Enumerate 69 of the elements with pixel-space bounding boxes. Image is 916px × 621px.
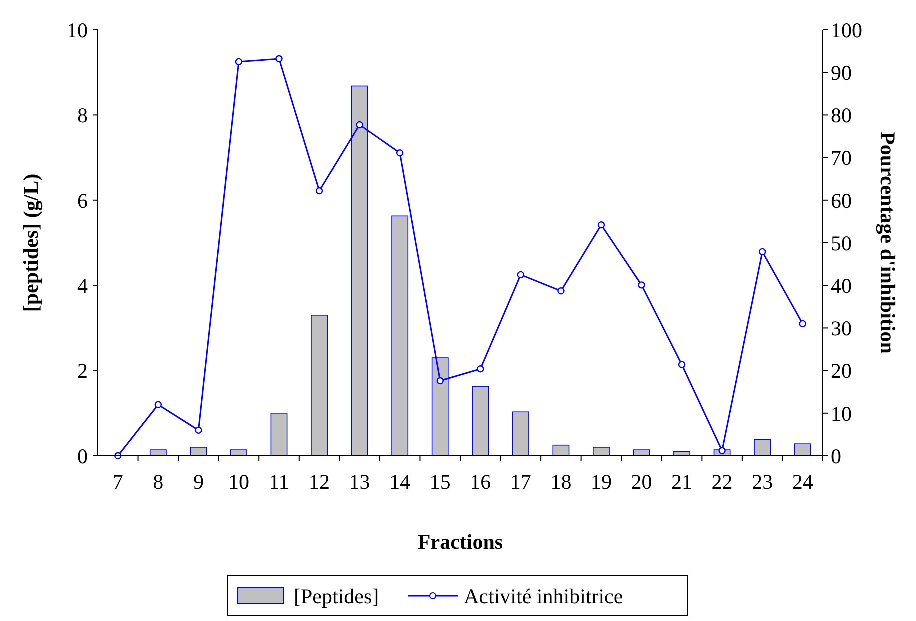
x-tick-label: 23: [752, 470, 774, 494]
point: [276, 55, 283, 63]
point: [195, 426, 202, 434]
y2-tick-label: 80: [831, 104, 852, 128]
bar: [593, 447, 610, 456]
bar: [512, 412, 530, 456]
bar: [754, 439, 772, 456]
point: [436, 377, 444, 385]
y2-tick-label: 0: [831, 444, 842, 468]
y-tick-label: 2: [78, 359, 88, 384]
point: [678, 361, 686, 368]
point: [517, 271, 525, 279]
y2-tick-label: 60: [831, 188, 852, 213]
y2-tick-label: 40: [831, 274, 852, 298]
point: [356, 121, 364, 129]
bar: [311, 315, 328, 456]
x-tick-label: 8: [153, 470, 164, 494]
point: [396, 150, 404, 157]
x-tick-label: 12: [309, 470, 330, 494]
y-tick-label: 10: [67, 18, 88, 42]
point: [154, 401, 162, 408]
x-tick-label: 15: [430, 470, 451, 494]
y2-tick-label: 70: [831, 146, 852, 170]
bar: [552, 444, 570, 456]
point: [758, 248, 766, 256]
x-tick-label: 17: [510, 470, 532, 494]
x-tick-label: 18: [550, 470, 572, 494]
bar: [794, 444, 812, 456]
y-tick-label: 4: [78, 274, 88, 298]
point: [638, 282, 646, 289]
x-axis-title: Fractions: [418, 530, 504, 554]
point: [477, 365, 484, 373]
y2-tick-label: 30: [831, 316, 852, 341]
x-tick-label: 13: [349, 470, 370, 494]
point: [598, 222, 606, 229]
legend-label: [Peptides]: [294, 584, 380, 608]
point: [316, 187, 324, 195]
x-tick-label: 9: [193, 470, 204, 494]
y2-tick-label: 90: [831, 60, 852, 85]
y-tick-label: 0: [78, 444, 88, 468]
x-tick-label: 19: [590, 470, 612, 494]
x-tick-label: 20: [631, 470, 652, 494]
x-tick-label: 24: [792, 470, 814, 494]
point: [718, 447, 726, 454]
y2-axis-title: Pourcentage d'inhibition: [876, 132, 900, 354]
x-tick-label: 14: [390, 470, 412, 494]
x-tick-label: 22: [712, 470, 733, 494]
x-tick-label: 10: [228, 470, 250, 494]
x-tick-label: 16: [470, 470, 492, 494]
y2-tick-label: 50: [831, 231, 852, 256]
bar: [392, 216, 409, 456]
bar: [270, 413, 288, 456]
y-axis-title: [peptides] (g/L): [19, 174, 43, 312]
point: [799, 320, 806, 328]
x-tick-label: 7: [112, 470, 124, 494]
y-tick-label: 8: [78, 104, 88, 128]
bar: [190, 447, 208, 456]
point: [235, 58, 243, 66]
bar: [472, 386, 490, 456]
point: [558, 288, 565, 295]
y2-tick-label: 10: [831, 402, 852, 426]
y2-tick-label: 20: [831, 359, 852, 384]
bar: [150, 450, 167, 456]
legend-label: Activité inhibitrice: [464, 584, 624, 608]
y-tick-label: 6: [78, 188, 88, 213]
y2-tick-label: 100: [831, 18, 862, 42]
bar: [230, 450, 248, 456]
x-tick-label: 11: [269, 470, 290, 494]
x-tick-label: 21: [672, 470, 693, 494]
